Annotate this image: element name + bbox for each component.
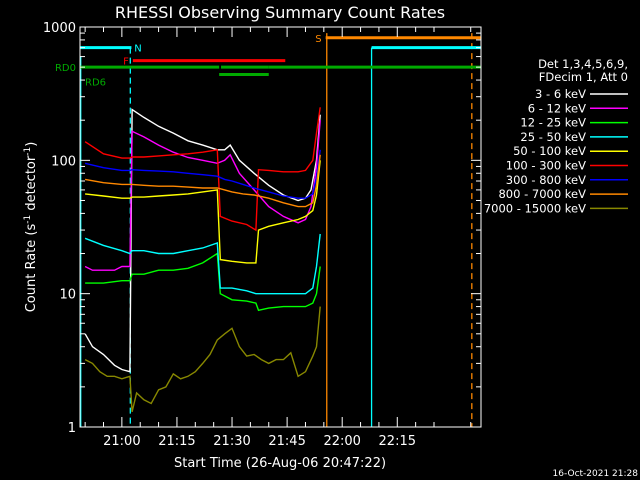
legend: Det 1,3,4,5,6,9, FDecim 1, Att 0 3 - 6 k… <box>484 57 628 215</box>
x-axis-label: Start Time (26-Aug-06 20:47:22) <box>174 456 386 471</box>
legend-label: 50 - 100 keV <box>513 144 586 158</box>
flag-label-f: F <box>123 57 129 68</box>
plot-frame <box>79 26 482 428</box>
legend-label: 100 - 300 keV <box>506 159 586 173</box>
y-tick-label: 1000 <box>43 21 76 36</box>
series-line-4 <box>84 233 321 295</box>
axes: 1 10 100 1000 21:00 21:15 21:30 21:45 22:00 22:15 <box>43 21 481 449</box>
y-tick-label: 10 <box>59 288 76 303</box>
x-tick-label: 21:15 <box>158 434 195 449</box>
x-tick-label: 22:00 <box>323 434 360 449</box>
series-line-1 <box>84 108 321 373</box>
legend-label: 12 - 25 keV <box>520 116 586 130</box>
y-tick-label: 100 <box>51 154 76 169</box>
plot-area <box>80 33 481 427</box>
flag-label-rd6: RD6 <box>85 78 106 89</box>
y-tick-label: 1 <box>68 421 76 436</box>
legend-label: 300 - 800 keV <box>506 173 586 187</box>
x-tick-label: 22:15 <box>379 434 416 449</box>
legend-label: 3 - 6 keV <box>535 87 586 101</box>
legend-label: 6 - 12 keV <box>528 101 586 115</box>
legend-header-line-1: Det 1,3,4,5,6,9, <box>538 57 628 71</box>
flag-label-s: S <box>315 34 321 45</box>
flag-label-n: N <box>134 44 141 55</box>
chart-title: RHESSI Observing Summary Count Rates <box>115 3 445 22</box>
flag-label-rd0: RD0 <box>55 63 76 74</box>
timestamp: 16-Oct-2021 21:28 <box>553 469 639 479</box>
x-tick-label: 21:30 <box>213 434 250 449</box>
legend-label: 25 - 50 keV <box>520 130 586 144</box>
legend-label: 7000 - 15000 keV <box>484 201 586 215</box>
series-line-2 <box>84 120 321 271</box>
series-line-3 <box>85 252 321 312</box>
x-tick-label: 21:45 <box>268 434 305 449</box>
x-tick-label: 21:00 <box>103 434 140 449</box>
series-line-7 <box>84 149 321 199</box>
series-line-6 <box>84 107 321 232</box>
legend-label: 800 - 7000 keV <box>498 187 586 201</box>
series-line-5 <box>85 160 321 264</box>
series-line-8 <box>84 154 321 208</box>
legend-header-line-2: FDecim 1, Att 0 <box>539 70 628 84</box>
y-axis-label: Count Rate (s-1 detector-1) <box>23 142 39 313</box>
series-line-9 <box>84 306 321 412</box>
